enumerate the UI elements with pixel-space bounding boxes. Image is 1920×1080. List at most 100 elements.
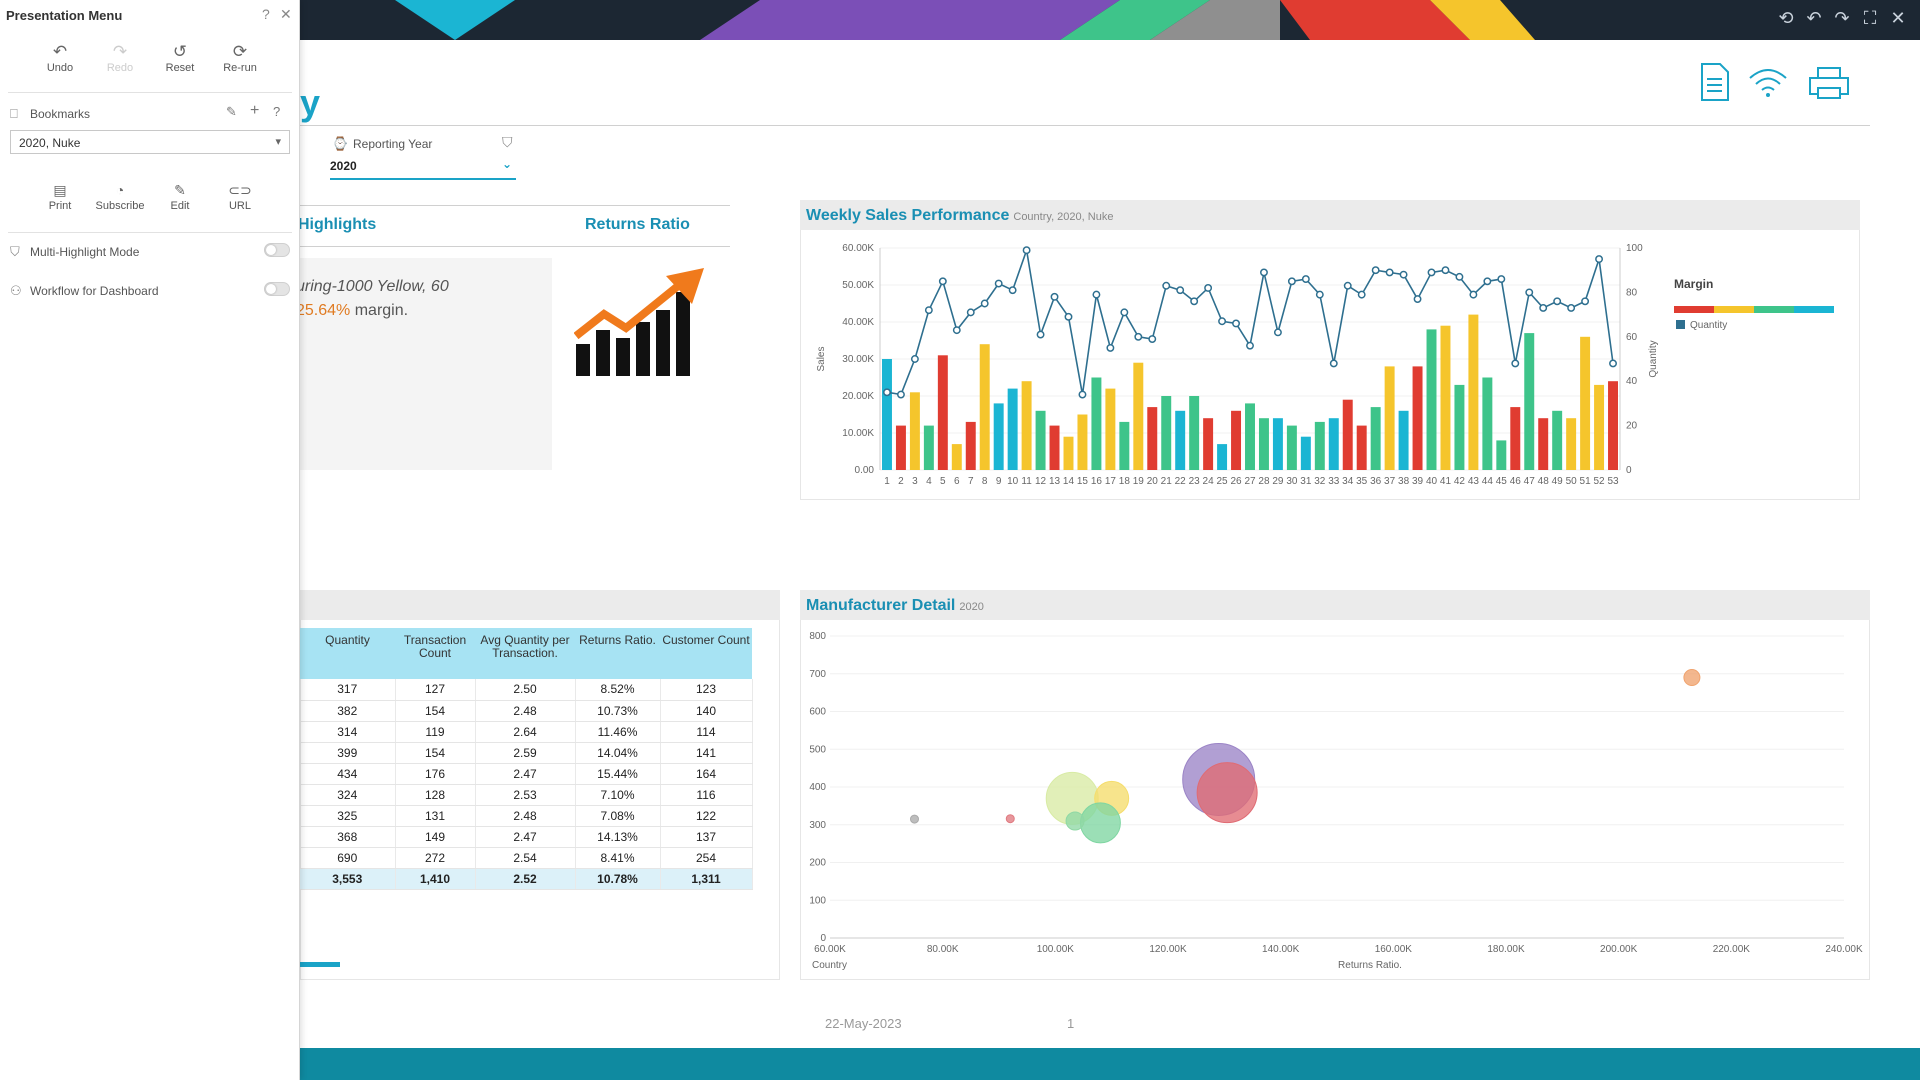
sales-bar[interactable] xyxy=(1189,396,1200,470)
tool-redo-button[interactable]: ↷ Redo xyxy=(90,42,150,74)
quantity-point[interactable] xyxy=(1162,281,1171,290)
quantity-point[interactable] xyxy=(1455,272,1464,281)
quantity-point[interactable] xyxy=(1329,359,1338,368)
sales-bar[interactable] xyxy=(1147,407,1158,470)
quantity-point[interactable] xyxy=(1022,246,1031,255)
bookmark-select[interactable]: 2020, Nuke ▾ xyxy=(10,130,290,154)
sales-bar[interactable] xyxy=(965,421,976,470)
quantity-point[interactable] xyxy=(1483,277,1492,286)
sales-bar[interactable] xyxy=(1370,407,1381,470)
sales-bar[interactable] xyxy=(1077,414,1088,471)
quantity-point[interactable] xyxy=(1106,343,1115,352)
sales-bar[interactable] xyxy=(1258,418,1269,470)
sales-bar[interactable] xyxy=(1510,407,1521,470)
quantity-point[interactable] xyxy=(1218,317,1227,326)
quantity-point[interactable] xyxy=(1287,277,1296,286)
quantity-point[interactable] xyxy=(1581,297,1590,306)
quantity-point[interactable] xyxy=(1315,290,1324,299)
column-header[interactable]: Customer Count xyxy=(660,628,752,679)
quantity-point[interactable] xyxy=(883,388,891,397)
sales-bar[interactable] xyxy=(1468,314,1479,470)
quantity-point[interactable] xyxy=(1092,290,1101,299)
sales-bar[interactable] xyxy=(937,355,948,470)
quantity-point[interactable] xyxy=(1525,288,1534,297)
quantity-point[interactable] xyxy=(1385,268,1394,277)
wifi-icon[interactable] xyxy=(1749,69,1787,97)
fullscreen-icon[interactable]: ⛶ xyxy=(1863,8,1877,28)
sales-bar[interactable] xyxy=(1035,410,1046,470)
sales-bar[interactable] xyxy=(1538,418,1549,470)
quantity-point[interactable] xyxy=(910,355,919,363)
workflow-toggle[interactable] xyxy=(264,282,290,296)
quantity-point[interactable] xyxy=(1567,303,1576,312)
sales-bar[interactable] xyxy=(1105,388,1116,470)
sales-bar[interactable] xyxy=(1049,425,1060,470)
sales-bar[interactable] xyxy=(1272,418,1283,470)
quantity-point[interactable] xyxy=(980,299,989,308)
quantity-point[interactable] xyxy=(966,308,975,317)
column-header[interactable]: Transaction Count xyxy=(395,628,475,679)
sales-bar[interactable] xyxy=(882,359,892,470)
action-subscribe-button[interactable]: ◔ Subscribe xyxy=(90,180,150,212)
quantity-point[interactable] xyxy=(1120,308,1129,317)
quantity-point[interactable] xyxy=(1413,295,1422,304)
sales-bar[interactable] xyxy=(1608,381,1618,470)
bubble[interactable] xyxy=(1683,669,1701,687)
quantity-point[interactable] xyxy=(1273,328,1282,337)
weekly-chart[interactable]: 0.00 10.00K 20.00K 30.00K 40.00K 50.00K 60.00K… xyxy=(800,232,1860,498)
multi-highlight-toggle[interactable] xyxy=(264,243,290,257)
sales-bar[interactable] xyxy=(1133,362,1144,470)
sales-bar[interactable] xyxy=(979,344,990,470)
pencil-icon[interactable]: ✎ xyxy=(226,104,237,119)
sales-bar[interactable] xyxy=(1594,384,1605,470)
quantity-point[interactable] xyxy=(938,277,947,286)
sales-bar[interactable] xyxy=(1175,410,1186,470)
undo-icon[interactable]: ↶ xyxy=(1806,8,1822,28)
sales-bar[interactable] xyxy=(1384,366,1395,470)
quantity-point[interactable] xyxy=(1497,275,1506,284)
quantity-point[interactable] xyxy=(1427,268,1436,277)
add-icon[interactable]: + xyxy=(250,102,260,119)
quantity-point[interactable] xyxy=(1064,312,1073,321)
legend-item[interactable]: Quantity xyxy=(1690,320,1727,331)
table-scrollbar[interactable] xyxy=(300,962,340,967)
question-icon[interactable]: ? xyxy=(262,6,270,22)
sales-bar[interactable] xyxy=(1203,418,1214,470)
bubble[interactable] xyxy=(1196,762,1258,824)
question-icon[interactable]: ? xyxy=(273,104,281,119)
close-icon[interactable]: ✕ xyxy=(280,6,292,22)
action-url-button[interactable]: ⊂⊃ URL xyxy=(210,180,270,212)
printer-icon[interactable] xyxy=(1809,67,1849,99)
quantity-point[interactable] xyxy=(1469,290,1478,299)
quantity-point[interactable] xyxy=(1357,290,1366,299)
quantity-point[interactable] xyxy=(1260,268,1268,277)
sales-bar[interactable] xyxy=(1552,410,1563,470)
column-header[interactable]: Returns Ratio. xyxy=(575,628,660,679)
quantity-point[interactable] xyxy=(1371,266,1380,275)
sales-bar[interactable] xyxy=(1580,336,1591,470)
sales-bar[interactable] xyxy=(1524,333,1535,470)
column-header[interactable]: Quantity xyxy=(300,628,395,679)
quantity-point[interactable] xyxy=(1008,286,1017,295)
document-icon[interactable] xyxy=(1701,63,1729,101)
quantity-point[interactable] xyxy=(1246,341,1254,350)
quantity-point[interactable] xyxy=(1441,266,1450,275)
sales-bar[interactable] xyxy=(923,425,934,470)
sales-bar[interactable] xyxy=(1217,444,1228,470)
quantity-point[interactable] xyxy=(1036,330,1045,339)
close-icon[interactable]: ✕ xyxy=(1890,8,1906,28)
quantity-point[interactable] xyxy=(1232,319,1240,328)
column-header[interactable]: Avg Quantity per Transaction. xyxy=(475,628,575,679)
sales-bar[interactable] xyxy=(1454,384,1465,470)
sales-bar[interactable] xyxy=(1412,366,1423,470)
sales-bar[interactable] xyxy=(1231,410,1242,470)
sales-bar[interactable] xyxy=(1021,381,1032,470)
reporting-year-select[interactable]: 2020 ⌄ xyxy=(330,157,516,180)
sales-bar[interactable] xyxy=(1566,418,1577,470)
sales-bar[interactable] xyxy=(1342,399,1353,470)
sales-bar[interactable] xyxy=(909,392,920,470)
sales-bar[interactable] xyxy=(1300,436,1311,470)
quantity-point[interactable] xyxy=(896,390,905,399)
bubble[interactable] xyxy=(1065,811,1085,831)
sales-bar[interactable] xyxy=(993,403,1004,470)
